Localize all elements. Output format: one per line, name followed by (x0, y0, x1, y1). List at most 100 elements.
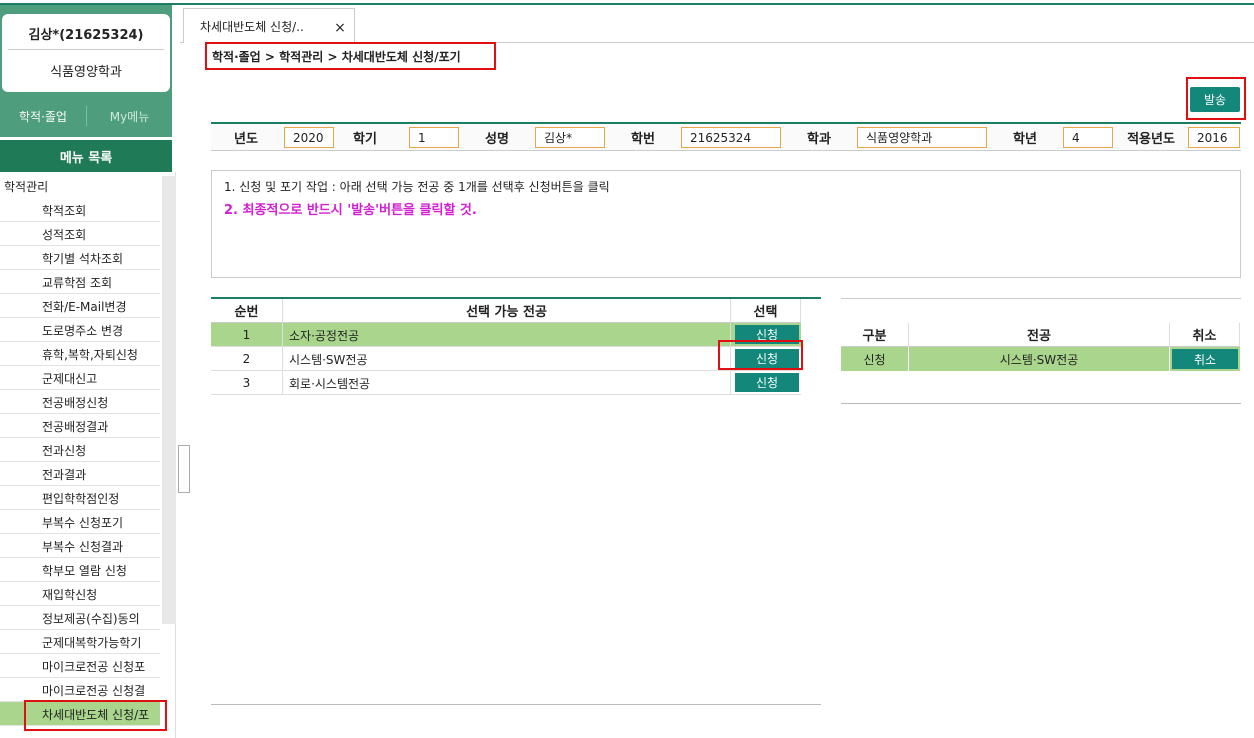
menu-item-label: 전화/E-Mail변경 (42, 299, 127, 314)
menu-item[interactable]: 차세대반도체 신청/포 (0, 702, 160, 726)
menu-arrow (32, 486, 42, 509)
table-row (211, 371, 801, 395)
table-header: 전공 (909, 323, 1170, 347)
menu-item-label: 전공배정신청 (42, 395, 109, 410)
menu-arrow (32, 270, 42, 293)
cell: 1 (211, 323, 283, 347)
info-label: 학년 (1013, 131, 1037, 147)
nav-tab[interactable]: 학적·졸업 (19, 109, 67, 124)
scrollbar (162, 176, 176, 624)
menu-panel (0, 172, 176, 738)
apply-button[interactable]: 신청 (735, 373, 799, 392)
apply-button[interactable]: 신청 (735, 325, 799, 344)
cell: 시스템·SW전공 (909, 347, 1170, 371)
highlight-box (205, 42, 496, 70)
info-value[interactable]: 4 (1063, 127, 1113, 148)
highlight-box (1186, 77, 1246, 120)
menu-item-label: 학부모 열람 신청 (42, 563, 127, 578)
menu-item-label: 교류학점 조회 (42, 275, 113, 290)
menu-item[interactable]: 마이크로전공 신청포 (0, 654, 160, 678)
menu-item-label: 도로명주소 변경 (42, 323, 124, 338)
menu-arrow (32, 606, 42, 629)
menu-item[interactable]: 전공배정신청 (0, 390, 160, 414)
table-row (211, 347, 801, 371)
table-header: 선택 (731, 299, 801, 323)
table-top (841, 298, 1241, 299)
page-tab[interactable] (183, 8, 355, 43)
cell: 시스템·SW전공 (283, 347, 731, 371)
user-divider (8, 49, 164, 50)
menu-item-label: 휴학,복학,자퇴신청 (42, 347, 138, 362)
scroll-up (162, 176, 176, 192)
table-bottom (841, 403, 1241, 404)
menu-item[interactable]: 군제대복학가능학기 (0, 630, 160, 654)
menu-item[interactable]: 학부모 열람 신청 (0, 558, 160, 582)
menu-item[interactable]: 전공배정결과 (0, 414, 160, 438)
info-label: 학번 (631, 131, 655, 147)
send-button[interactable]: 발송 (1190, 87, 1240, 112)
note: 1. 신청 및 포기 작업 : 아래 선택 가능 전공 중 1개를 선택후 신청… (224, 179, 610, 194)
info-value[interactable]: 2020 (284, 127, 334, 148)
tab-close[interactable]: × (334, 20, 346, 36)
menu-item[interactable]: 성적조회 (0, 222, 160, 246)
menu-item[interactable]: 교류학점 조회 (0, 270, 160, 294)
highlight-box (718, 340, 803, 370)
menu-item[interactable]: 마이크로전공 신청결 (0, 678, 160, 702)
menu-item[interactable]: 전화/E-Mail변경 (0, 294, 160, 318)
menu-item-label: 편입학학점인정 (42, 491, 120, 506)
menu-group[interactable]: 학적관리 (4, 179, 49, 194)
menu-item-label: 부복수 신청포기 (42, 515, 124, 530)
table-header: 취소 (1170, 323, 1240, 347)
menu-item-label: 전과신청 (42, 443, 87, 458)
menu-item-label: 학기별 석차조회 (42, 251, 124, 266)
menu-item[interactable]: 휴학,복학,자퇴신청 (0, 342, 160, 366)
cell: 2 (211, 347, 283, 371)
menu-arrow (32, 654, 42, 677)
menu-arrow (32, 318, 42, 341)
notes-box (211, 170, 1241, 278)
menu-item-label: 전공배정결과 (42, 419, 109, 434)
menu-item-label: 차세대반도체 신청/포 (42, 707, 150, 722)
info-value[interactable]: 식품영양학과 (857, 127, 987, 148)
menu-item[interactable]: 편입학학점인정 (0, 486, 160, 510)
menu-arrow (32, 510, 42, 533)
highlight-box (24, 700, 167, 731)
menu-item[interactable]: 정보제공(수집)동의 (0, 606, 160, 630)
menu-item[interactable]: 전과신청 (0, 438, 160, 462)
info-label: 적용년도 (1127, 131, 1175, 147)
nav-tab[interactable]: My메뉴 (109, 109, 150, 124)
menu-item[interactable]: 부복수 신청포기 (0, 510, 160, 534)
menu-item[interactable]: 전과결과 (0, 462, 160, 486)
menu-item[interactable]: 군제대신고 (0, 366, 160, 390)
menu-arrow (32, 198, 42, 221)
cancel-button[interactable]: 취소 (1172, 349, 1238, 369)
menu-item-label: 마이크로전공 신청포 (42, 659, 146, 674)
info-label: 년도 (234, 131, 258, 147)
menu-arrow (32, 294, 42, 317)
info-value[interactable]: 2016 (1188, 127, 1240, 148)
menu-arrow (32, 462, 42, 485)
user-name: 김상*(21625324) (28, 27, 144, 43)
menu-item-label: 부복수 신청결과 (42, 539, 124, 554)
cell: 소자·공정전공 (283, 323, 731, 347)
menu-item[interactable]: 부복수 신청결과 (0, 534, 160, 558)
info-label: 학과 (807, 131, 831, 147)
nav-divider (86, 106, 87, 126)
menu-arrow (32, 390, 42, 413)
info-value[interactable]: 1 (409, 127, 459, 148)
menu-item-label: 군제대복학가능학기 (42, 635, 142, 650)
note: 2. 최종적으로 반드시 '발송'버튼을 클릭할 것. (224, 202, 477, 218)
info-value[interactable]: 21625324 (681, 127, 781, 148)
collapse-handle[interactable] (178, 445, 190, 493)
menu-title: 메뉴 목록 (0, 140, 172, 172)
menu-item[interactable]: 재입학신청 (0, 582, 160, 606)
tab-title: 차세대반도체 신청/.. (200, 19, 304, 34)
menu-item-label: 군제대신고 (42, 371, 98, 386)
menu-item[interactable]: 학적조회 (0, 198, 160, 222)
info-value[interactable]: 김상* (535, 127, 605, 148)
menu-item[interactable]: 학기별 석차조회 (0, 246, 160, 270)
apply-button[interactable]: 신청 (735, 349, 799, 368)
user-dept: 식품영양학과 (50, 64, 122, 80)
menu-item[interactable]: 도로명주소 변경 (0, 318, 160, 342)
menu-arrow (32, 630, 42, 653)
